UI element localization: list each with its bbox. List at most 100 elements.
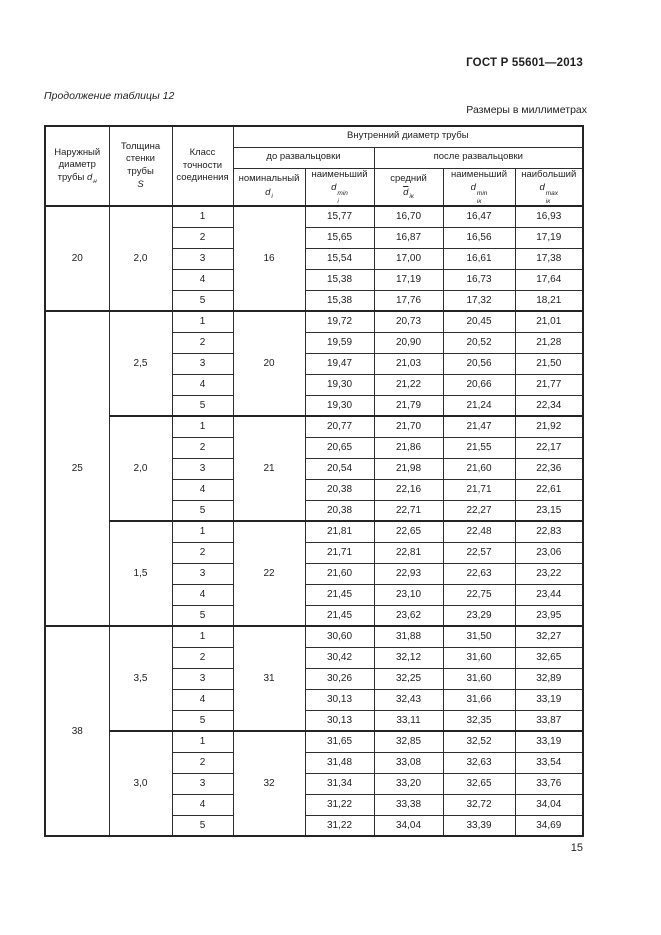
col-header-after-flaring: после развальцовки: [373, 146, 584, 169]
header-text: точности: [182, 159, 223, 171]
smallest-after-cell: 21,55: [442, 436, 516, 459]
mean-after-cell: 32,43: [373, 688, 444, 711]
col-header-nominal: номинальный di: [232, 167, 306, 207]
smallest-after-cell: 22,63: [442, 562, 516, 585]
nominal-diameter-cell: 16: [232, 205, 306, 312]
accuracy-class-cell: 4: [171, 793, 234, 816]
document-number: ГОСТ Р 55601—2013: [466, 57, 583, 69]
smallest-before-cell: 30,42: [304, 646, 375, 669]
accuracy-class-cell: 1: [171, 415, 234, 438]
mean-after-cell: 33,38: [373, 793, 444, 816]
table-header: Наружный диаметр трубы dн Толщина стенки…: [44, 125, 584, 207]
smallest-before-cell: 15,54: [304, 247, 375, 270]
header-text: наименьший: [311, 168, 368, 180]
accuracy-class-cell: 3: [171, 667, 234, 690]
header-text: Наружный: [54, 146, 101, 158]
table-row: 5 15,38 17,76 17,32 18,21: [45, 289, 584, 312]
smallest-after-cell: 21,24: [442, 394, 516, 417]
smallest-after-cell: 22,75: [442, 583, 516, 606]
wall-thickness-cell: 2,0: [108, 415, 173, 522]
smallest-before-cell: 30,26: [304, 667, 375, 690]
smallest-before-cell: 19,72: [304, 310, 375, 333]
mean-after-cell: 33,20: [373, 772, 444, 795]
smallest-before-cell: 21,81: [304, 520, 375, 543]
mean-after-cell: 32,85: [373, 730, 444, 753]
smallest-before-cell: 30,13: [304, 688, 375, 711]
largest-after-cell: 22,83: [514, 520, 584, 543]
smallest-after-cell: 16,61: [442, 247, 516, 270]
smallest-before-cell: 15,77: [304, 205, 375, 228]
accuracy-class-cell: 4: [171, 373, 234, 396]
header-text: трубы dн: [57, 171, 97, 185]
col-header-inner-diameter-group: Внутренний диаметр трубы: [232, 125, 584, 148]
accuracy-class-cell: 5: [171, 499, 234, 522]
mean-after-cell: 21,79: [373, 394, 444, 417]
largest-after-cell: 21,77: [514, 373, 584, 396]
accuracy-class-cell: 3: [171, 562, 234, 585]
smallest-before-cell: 20,38: [304, 499, 375, 522]
table-row: 2 19,59 20,90 20,52 21,28: [45, 331, 584, 354]
table-body: 20 2,0 1 16 15,77 16,70 16,47 16,93 2 15,65 16,87 1…: [44, 205, 584, 837]
smallest-after-cell: 31,60: [442, 646, 516, 669]
mean-after-cell: 16,87: [373, 226, 444, 249]
mean-after-cell: 23,62: [373, 604, 444, 627]
largest-after-cell: 16,93: [514, 205, 584, 228]
largest-after-cell: 21,01: [514, 310, 584, 333]
largest-after-cell: 22,17: [514, 436, 584, 459]
table-row: 3 19,47 21,03 20,56 21,50: [45, 352, 584, 375]
mean-after-cell: 17,00: [373, 247, 444, 270]
smallest-after-cell: 17,32: [442, 289, 516, 312]
smallest-before-cell: 31,22: [304, 814, 375, 837]
mean-after-cell: 32,25: [373, 667, 444, 690]
accuracy-class-cell: 2: [171, 226, 234, 249]
smallest-after-cell: 32,65: [442, 772, 516, 795]
accuracy-class-cell: 4: [171, 268, 234, 291]
smallest-before-cell: 19,59: [304, 331, 375, 354]
accuracy-class-cell: 4: [171, 583, 234, 606]
wall-thickness-cell: 1,5: [108, 520, 173, 627]
header-text: Толщина: [120, 140, 161, 152]
header-text: Класс: [189, 147, 216, 159]
largest-after-cell: 34,69: [514, 814, 584, 837]
table-row: 38 3,5 1 31 30,60 31,88 31,50 32,27: [44, 625, 584, 837]
table-row: 2 15,65 16,87 16,56 17,19: [45, 226, 584, 249]
accuracy-class-cell: 2: [171, 751, 234, 774]
accuracy-class-cell: 4: [171, 478, 234, 501]
table-row: 4 30,13 32,43 31,66 33,19: [45, 688, 584, 711]
mean-after-cell: 22,65: [373, 520, 444, 543]
accuracy-class-cell: 5: [171, 604, 234, 627]
header-text: наименьший: [450, 168, 508, 180]
table-row: 5 31,22 34,04 33,39 34,69: [45, 814, 584, 837]
smallest-before-cell: 21,60: [304, 562, 375, 585]
col-header-largest-after: наибольший d max iк: [514, 167, 584, 207]
largest-after-cell: 22,36: [514, 457, 584, 480]
table-row: 4 15,38 17,19 16,73 17,64: [45, 268, 584, 291]
smallest-before-cell: 21,45: [304, 583, 375, 606]
smallest-before-cell: 31,48: [304, 751, 375, 774]
table-row: 5 30,13 33,11 32,35 33,87: [45, 709, 584, 732]
header-text: наибольший: [521, 168, 577, 180]
smallest-after-cell: 20,45: [442, 310, 516, 333]
mean-after-cell: 22,71: [373, 499, 444, 522]
nominal-diameter-cell: 31: [232, 625, 306, 732]
largest-after-cell: 21,50: [514, 352, 584, 375]
largest-after-cell: 23,06: [514, 541, 584, 564]
smallest-before-cell: 20,38: [304, 478, 375, 501]
dimensions-table: Наружный диаметр трубы dн Толщина стенки…: [44, 125, 585, 837]
header-text: номинальный: [238, 173, 300, 185]
smallest-before-cell: 30,60: [304, 625, 375, 648]
mean-after-cell: 21,03: [373, 352, 444, 375]
largest-after-cell: 22,61: [514, 478, 584, 501]
nominal-diameter-cell: 20: [232, 310, 306, 417]
accuracy-class-cell: 5: [171, 394, 234, 417]
smallest-before-cell: 21,71: [304, 541, 375, 564]
accuracy-class-cell: 1: [171, 310, 234, 333]
header-text: трубы: [127, 166, 154, 177]
accuracy-class-cell: 1: [171, 205, 234, 228]
table-row: 3 30,26 32,25 31,60 32,89: [45, 667, 584, 690]
mean-after-cell: 16,70: [373, 205, 444, 228]
largest-after-cell: 32,27: [514, 625, 584, 648]
smallest-before-cell: 20,54: [304, 457, 375, 480]
largest-after-cell: 23,15: [514, 499, 584, 522]
